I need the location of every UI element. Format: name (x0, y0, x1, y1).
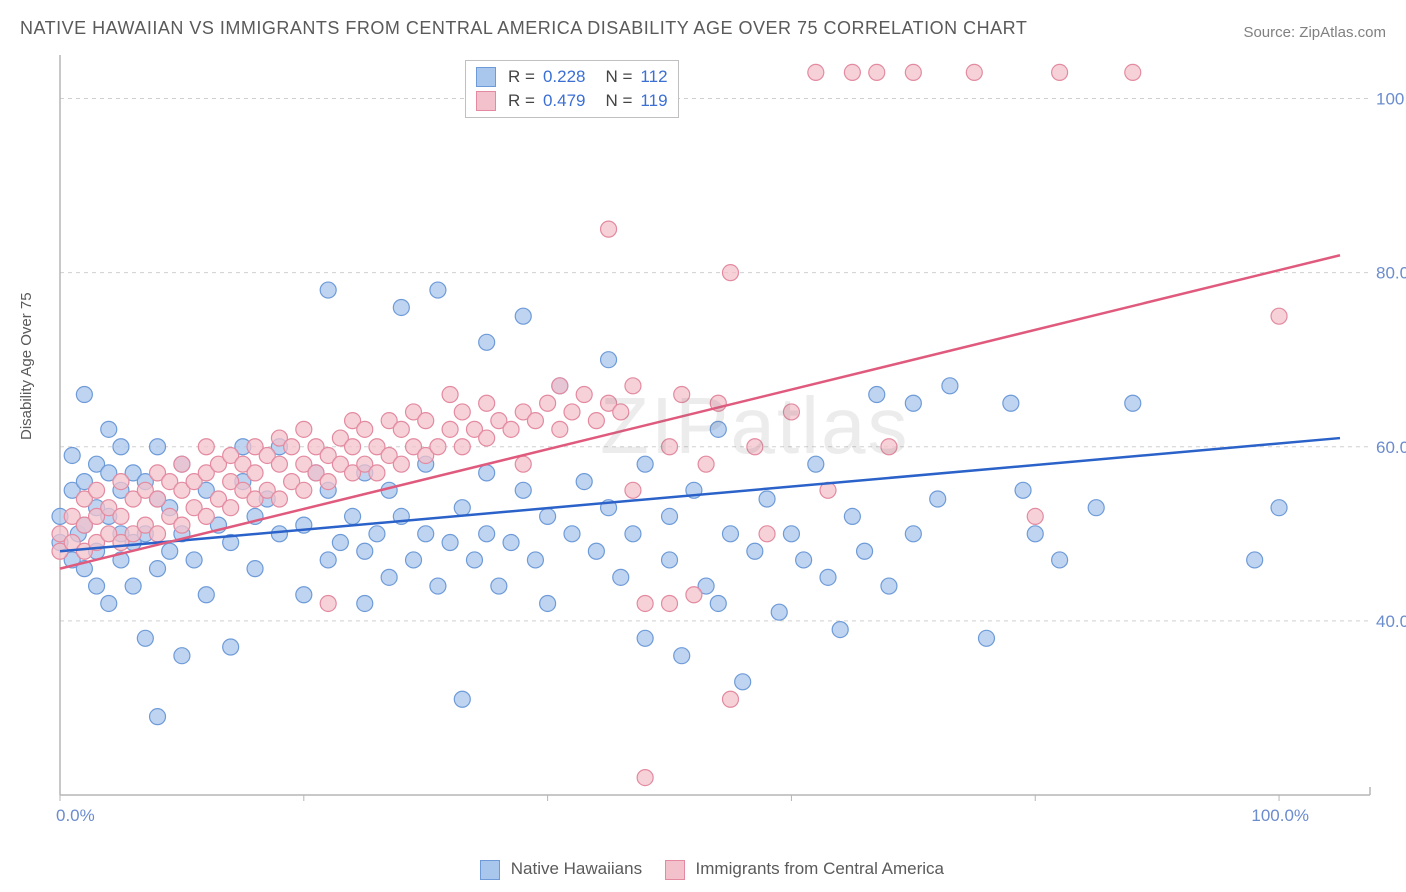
r-value-2: 0.479 (543, 91, 586, 111)
svg-text:60.0%: 60.0% (1376, 438, 1406, 457)
svg-text:100.0%: 100.0% (1376, 90, 1406, 109)
legend-row-series-2: R = 0.479 N = 119 (476, 89, 668, 113)
swatch-series-2 (476, 91, 496, 111)
correlation-legend: R = 0.228 N = 112 R = 0.479 N = 119 (465, 60, 679, 118)
svg-text:100.0%: 100.0% (1251, 806, 1309, 825)
scatter-plot: 40.0% 60.0% 80.0% 100.0% 0.0% 100.0% (0, 0, 1406, 892)
svg-text:0.0%: 0.0% (56, 806, 95, 825)
svg-text:40.0%: 40.0% (1376, 612, 1406, 631)
n-label: N = (605, 91, 632, 111)
svg-text:80.0%: 80.0% (1376, 264, 1406, 283)
r-value-1: 0.228 (543, 67, 586, 87)
n-label: N = (605, 67, 632, 87)
legend-label-1: Native Hawaiians (511, 859, 642, 878)
r-label: R = (508, 91, 535, 111)
n-value-2: 119 (640, 91, 667, 111)
n-value-1: 112 (640, 67, 667, 87)
swatch-immigrants (665, 860, 685, 880)
series-legend: Native Hawaiians Immigrants from Central… (0, 859, 1406, 880)
legend-label-2: Immigrants from Central America (696, 859, 944, 878)
swatch-native-hawaiians (480, 860, 500, 880)
swatch-series-1 (476, 67, 496, 87)
legend-row-series-1: R = 0.228 N = 112 (476, 65, 668, 89)
r-label: R = (508, 67, 535, 87)
